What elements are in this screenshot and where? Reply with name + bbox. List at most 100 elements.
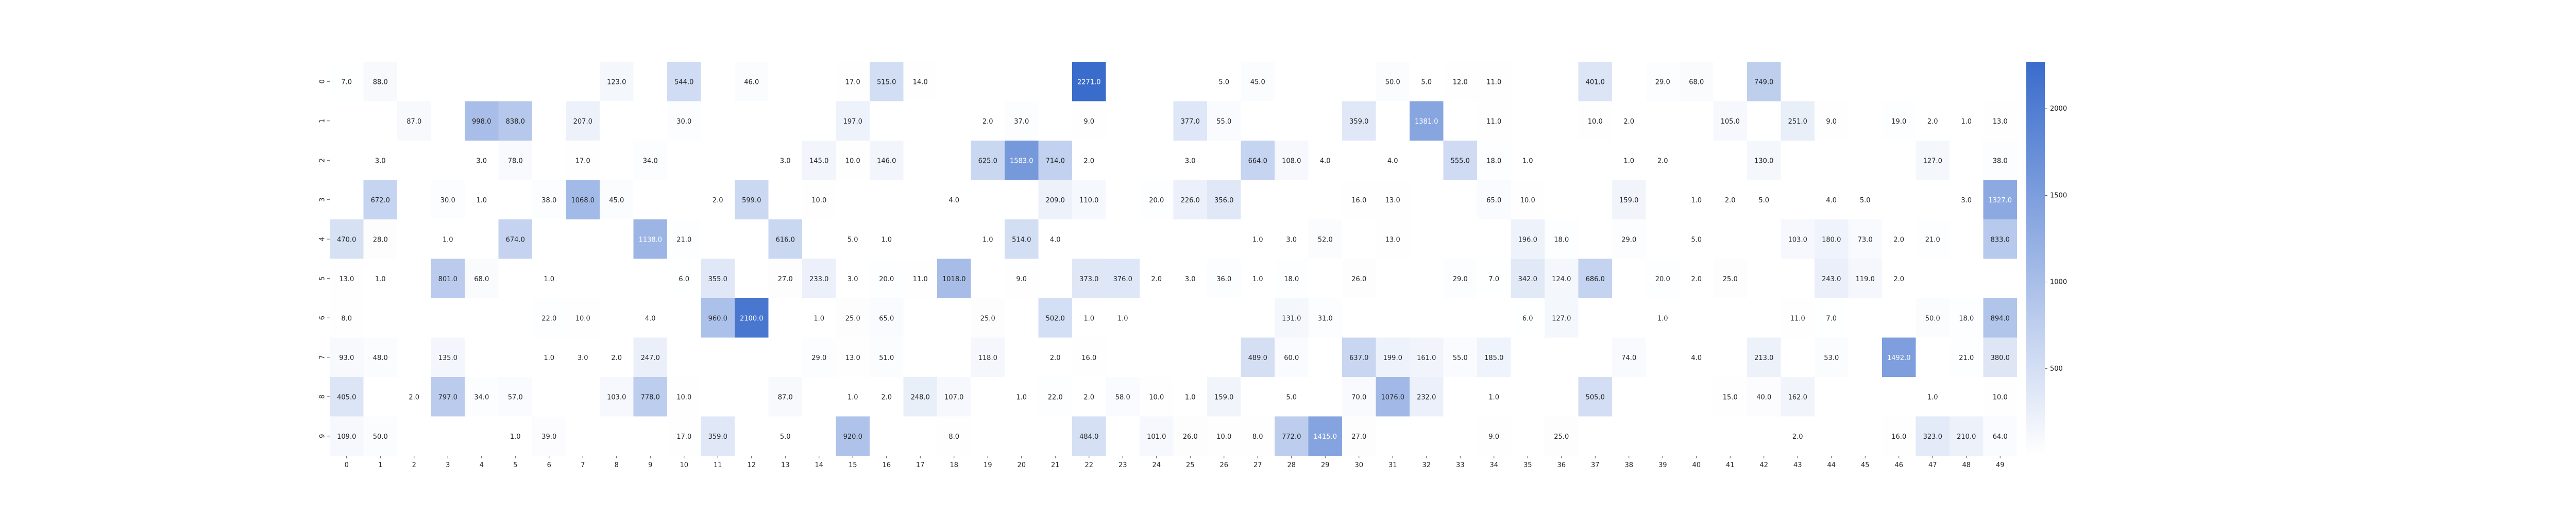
- cell-value-label: 20.0: [879, 276, 894, 283]
- cell-value-label: 107.0: [944, 393, 963, 401]
- heatmap-cell: [667, 101, 701, 141]
- cell-value-label: 1.0: [982, 236, 993, 244]
- cell-value-label: 2.0: [982, 118, 993, 126]
- cell-value-label: 599.0: [742, 197, 761, 204]
- cell-value-label: 1.0: [1083, 315, 1094, 322]
- cell-value-label: 127.0: [1923, 157, 1942, 165]
- heatmap-cell: [1747, 62, 1781, 101]
- heatmap-cell: [1342, 416, 1376, 456]
- cell-value-label: 26.0: [1183, 433, 1198, 441]
- cell-value-label: 20.0: [1655, 276, 1670, 283]
- heatmap-cell: [1207, 377, 1241, 417]
- heatmap-cell: [701, 180, 735, 219]
- heatmap-cell: [1713, 101, 1747, 141]
- heatmap-cell: [1680, 219, 1714, 259]
- heatmap-cell: [836, 219, 870, 259]
- heatmap-cell: [1241, 141, 1275, 180]
- cell-value-label: 625.0: [978, 157, 997, 165]
- cell-value-label: 27.0: [1351, 433, 1366, 441]
- cell-value-label: 5.0: [1286, 393, 1297, 401]
- heatmap-cell: [1173, 180, 1207, 219]
- cell-value-label: 213.0: [1754, 354, 1773, 362]
- cell-value-label: 29.0: [1453, 276, 1468, 283]
- heatmap-cell: [1376, 62, 1410, 101]
- heatmap-cell: [498, 377, 532, 417]
- cell-value-label: 515.0: [877, 78, 896, 86]
- heatmap-cell: [431, 377, 465, 417]
- cell-value-label: 29.0: [1621, 236, 1636, 244]
- cell-value-label: 25.0: [845, 315, 860, 322]
- cell-value-label: 672.0: [371, 197, 390, 204]
- cell-value-label: 16.0: [1891, 433, 1906, 441]
- cell-value-label: 1.0: [1016, 393, 1027, 401]
- cell-value-label: 127.0: [1552, 315, 1571, 322]
- heatmap-cell: [1882, 337, 1916, 377]
- heatmap-cell: [937, 416, 971, 456]
- cell-value-label: 25.0: [1723, 276, 1738, 283]
- heatmap-cell: [971, 219, 1005, 259]
- heatmap-cell: [667, 377, 701, 417]
- x-tick-label: 16: [882, 461, 891, 469]
- cell-value-label: 1.0: [1691, 197, 1702, 204]
- heatmap-cell: [1983, 416, 2017, 456]
- heatmap-cell: [1545, 259, 1579, 298]
- heatmap-cell: [1781, 219, 1815, 259]
- x-tick-label: 49: [1996, 461, 2005, 469]
- cell-value-label: 380.0: [1991, 354, 2010, 362]
- cell-value-label: 55.0: [1216, 118, 1231, 126]
- cell-value-label: 1.0: [1657, 315, 1668, 322]
- heatmap-cell: [1308, 141, 1342, 180]
- heatmap-cell: [1983, 141, 2017, 180]
- cell-value-label: 13.0: [1385, 197, 1400, 204]
- heatmap-cell: [1207, 259, 1241, 298]
- cell-value-label: 105.0: [1721, 118, 1740, 126]
- cell-value-label: 2.0: [409, 393, 419, 401]
- heatmap-cell: [1207, 62, 1241, 101]
- cell-value-label: 2.0: [1151, 276, 1162, 283]
- heatmap-cell: [1376, 141, 1410, 180]
- heatmap-cell: [1072, 259, 1106, 298]
- heatmap-cell: [1747, 377, 1781, 417]
- cell-value-label: 4.0: [1320, 157, 1331, 165]
- x-tick-label: 23: [1118, 461, 1127, 469]
- heatmap-cell: [1511, 259, 1545, 298]
- heatmap-cell: [1376, 337, 1410, 377]
- cell-value-label: 1.0: [814, 315, 824, 322]
- cell-value-label: 18.0: [1486, 157, 1501, 165]
- x-tick-label: 12: [747, 461, 756, 469]
- cell-value-label: 2.0: [1725, 197, 1736, 204]
- heatmap-cell: [330, 337, 364, 377]
- heatmap-cell: [1680, 337, 1714, 377]
- colorbar-ticks: 500 1000 1500 2000: [2045, 105, 2067, 373]
- heatmap-cell: [363, 416, 397, 456]
- cell-value-label: 7.0: [1488, 276, 1499, 283]
- heatmap-cell: [802, 298, 836, 338]
- heatmap-cell: [903, 259, 937, 298]
- heatmap-cell: [1646, 259, 1680, 298]
- heatmap-cell: [1848, 219, 1882, 259]
- heatmap-cell: [768, 259, 802, 298]
- cell-value-label: 1.0: [375, 276, 386, 283]
- x-tick-label: 21: [1051, 461, 1060, 469]
- x-tick-label: 47: [1928, 461, 1937, 469]
- heatmap-cell: [1646, 298, 1680, 338]
- cell-value-label: 1381.0: [1415, 118, 1438, 126]
- heatmap-cell: [1578, 101, 1612, 141]
- heatmap-cell: [870, 337, 904, 377]
- cell-value-label: 376.0: [1113, 276, 1132, 283]
- cell-value-label: 1415.0: [1314, 433, 1337, 441]
- x-tick-label: 13: [781, 461, 790, 469]
- cell-value-label: 356.0: [1214, 197, 1233, 204]
- heatmap-cell: [1410, 337, 1444, 377]
- x-tick-label: 4: [480, 461, 484, 469]
- cell-value-label: 38.0: [541, 197, 556, 204]
- heatmap-cell: [397, 101, 431, 141]
- cell-value-label: 1.0: [443, 236, 453, 244]
- heatmap-cell: [1916, 377, 1950, 417]
- cell-value-label: 637.0: [1349, 354, 1368, 362]
- heatmap-cell: [903, 62, 937, 101]
- heatmap-cell: [1038, 141, 1072, 180]
- x-tick-label: 41: [1726, 461, 1735, 469]
- cell-value-label: 119.0: [1856, 276, 1875, 283]
- cell-value-label: 17.0: [676, 433, 691, 441]
